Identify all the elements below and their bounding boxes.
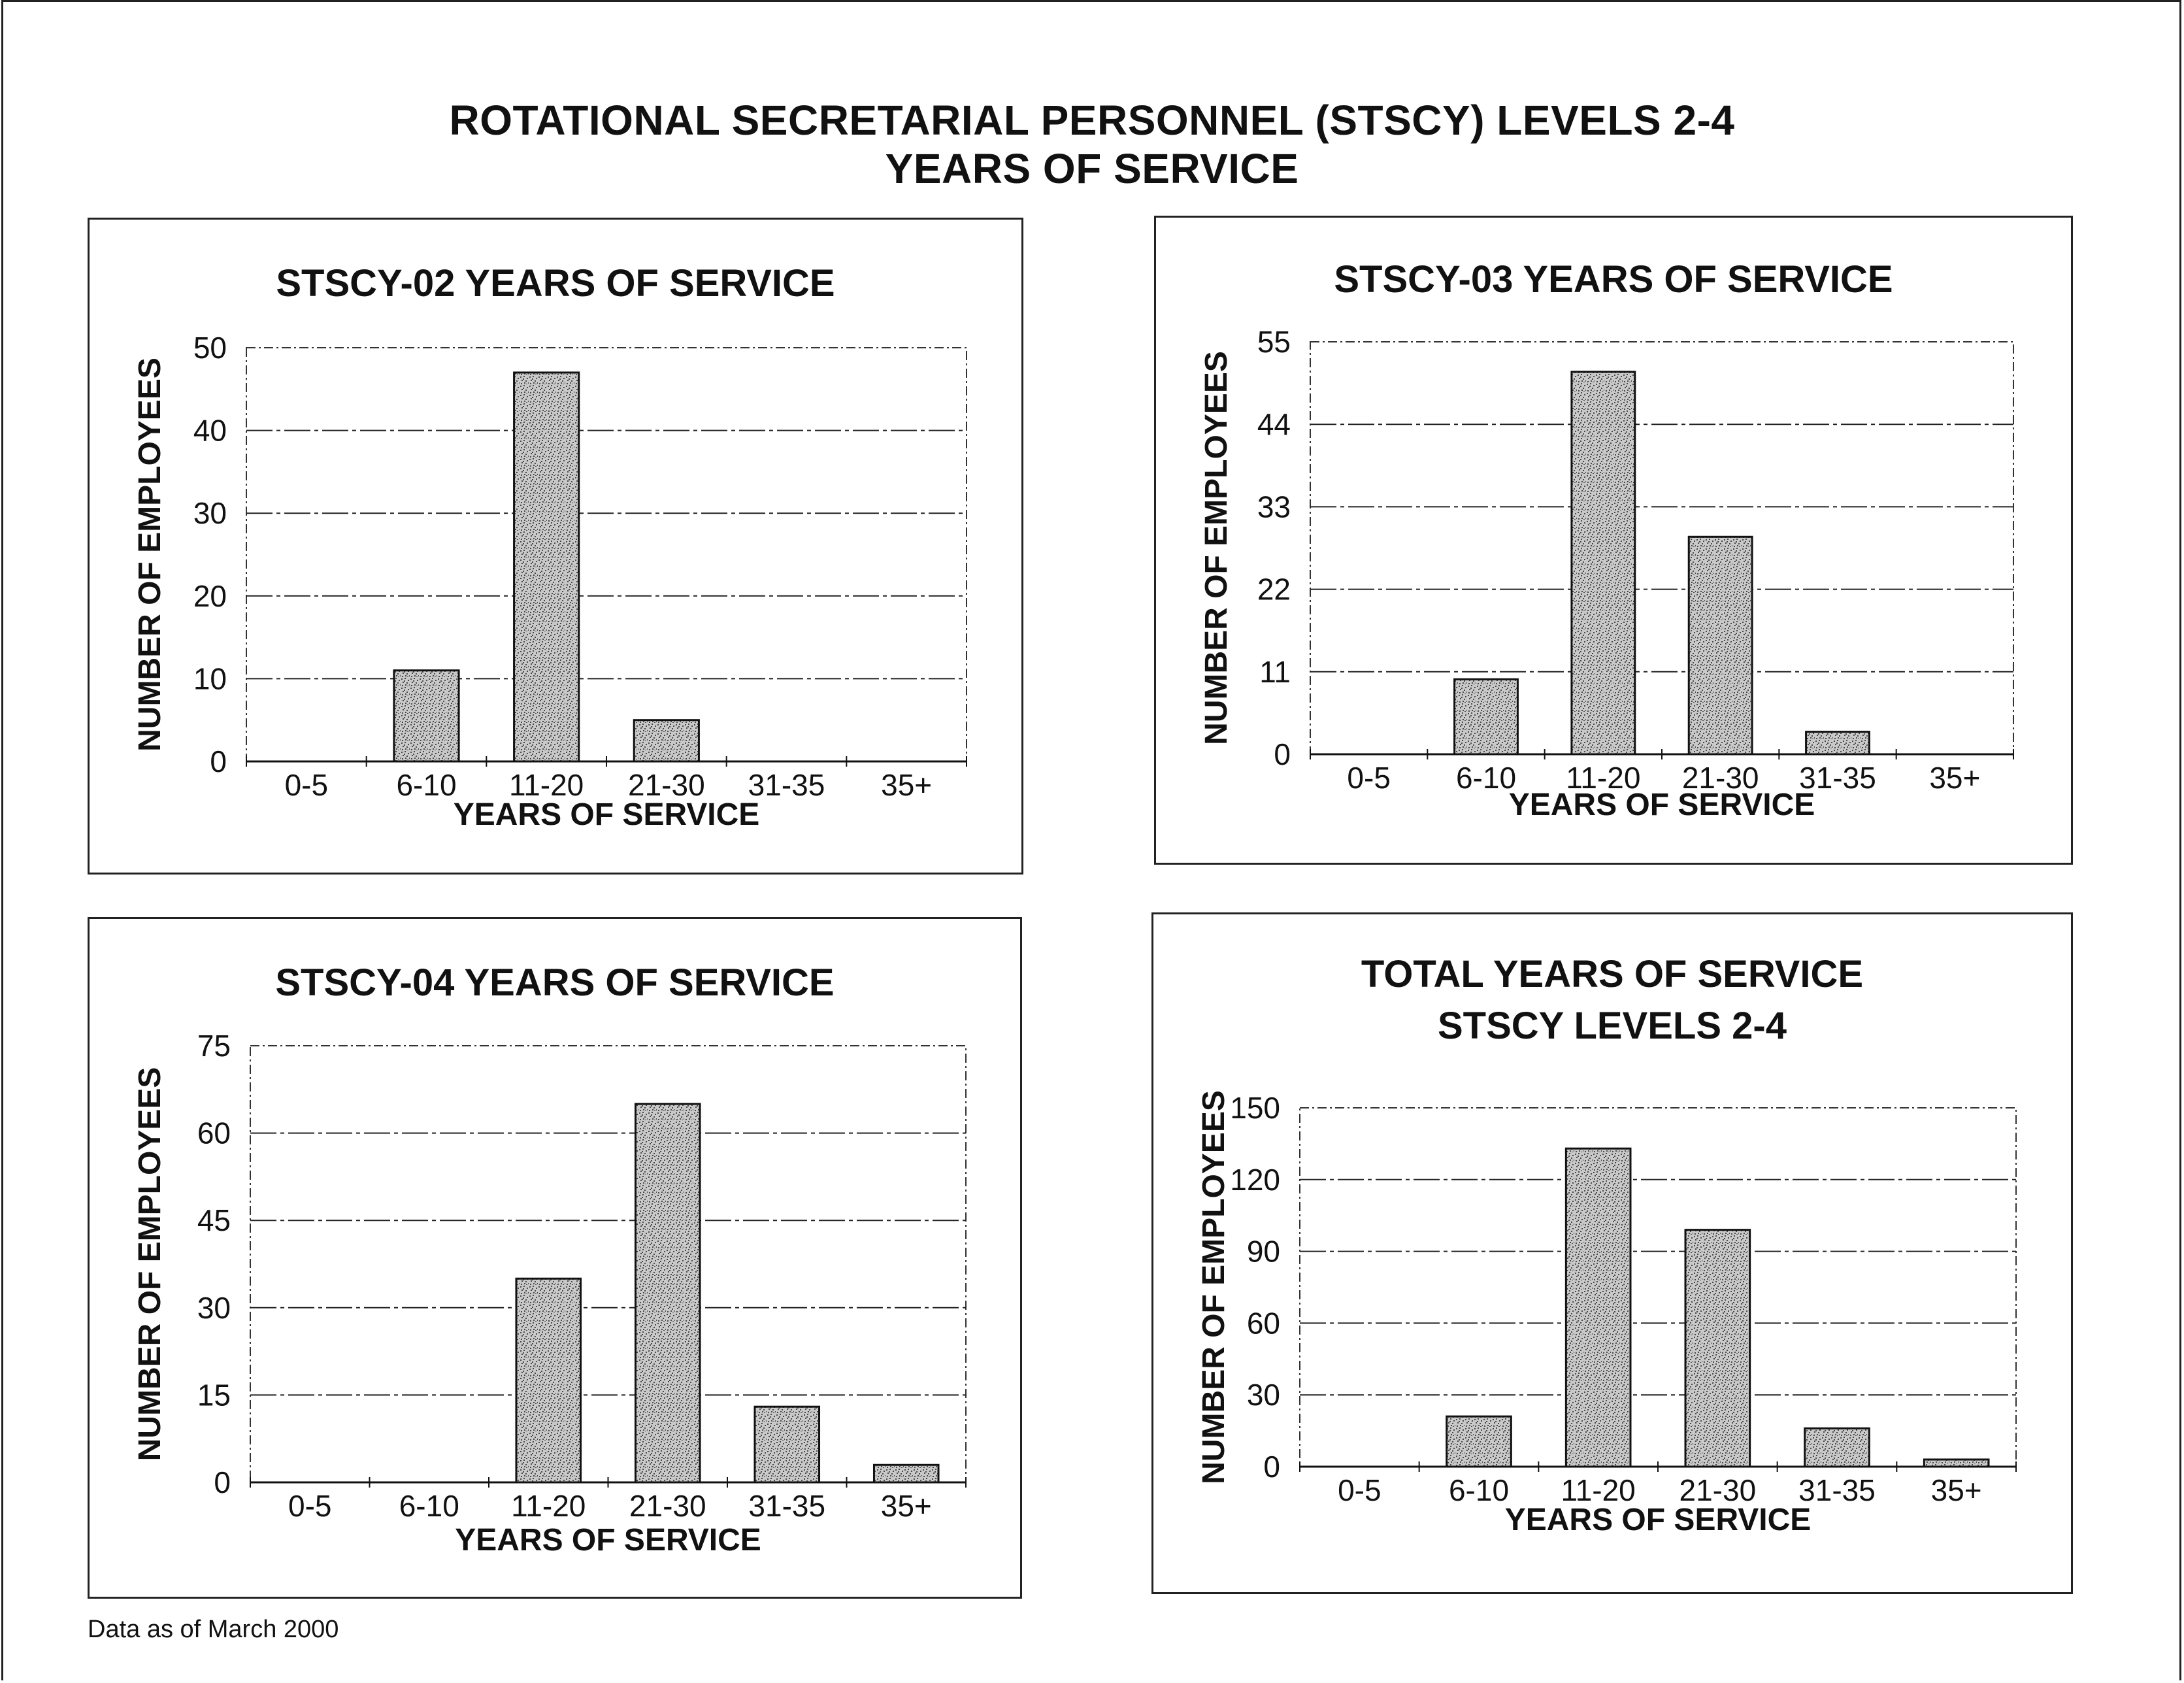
chart-panel-stscy-02: STSCY-02 YEARS OF SERVICE 0 10 20 30 40 50 0-5 6… [88, 218, 1023, 875]
x-axis-title: YEARS OF SERVICE [455, 1523, 761, 1558]
y-tick-label: 20 [193, 579, 227, 613]
y-tick-label: 55 [1257, 325, 1291, 359]
x-tick-label: 0-5 [285, 768, 328, 802]
y-tick-label: 15 [197, 1378, 231, 1412]
y-tick-label: 30 [197, 1291, 231, 1325]
x-tick-label: 21-30 [1679, 1473, 1757, 1507]
bar-21-30 [633, 719, 700, 763]
x-tick-label: 0-5 [1347, 761, 1390, 795]
x-tick-label: 35+ [881, 1489, 932, 1523]
data-date-footnote: Data as of March 2000 [88, 1616, 339, 1643]
y-tick-label: 10 [193, 661, 227, 695]
x-tick-label: 31-35 [748, 768, 825, 802]
chart-title: STSCY LEVELS 2-4 [1438, 1005, 1787, 1047]
x-tick-label: 21-30 [1682, 761, 1759, 795]
x-tick-label: 35+ [1929, 761, 1980, 795]
chart-title: TOTAL YEARS OF SERVICE [1361, 953, 1863, 995]
chart-panel-stscy-04: STSCY-04 YEARS OF SERVICE 0 15 30 45 60 75 0-5 6… [88, 917, 1022, 1599]
y-tick-label: 0 [210, 744, 227, 778]
x-tick-label: 31-35 [748, 1489, 825, 1523]
x-tick-label: 35+ [1931, 1473, 1982, 1507]
x-tick-label: 11-20 [509, 768, 584, 802]
plot-frame [250, 1045, 967, 1483]
page-title-line-1: ROTATIONAL SECRETARIAL PERSONNEL (STSCY)… [449, 97, 1735, 144]
plot-frame [1299, 1107, 2017, 1467]
x-tick-label: 31-35 [1798, 1473, 1876, 1507]
y-axis-title: NUMBER OF EMPLOYEES [1199, 351, 1234, 745]
bar-35+ [1923, 1458, 1990, 1468]
y-tick-label: 60 [197, 1116, 231, 1150]
y-tick-label: 0 [214, 1465, 231, 1499]
bar-6-10 [393, 669, 460, 763]
x-tick-label: 11-20 [1566, 761, 1640, 795]
x-tick-label: 6-10 [399, 1489, 459, 1523]
bar-11-20 [515, 1277, 582, 1484]
plot-frame [246, 347, 967, 762]
y-tick-label: 150 [1230, 1091, 1280, 1125]
y-tick-label: 45 [197, 1203, 231, 1237]
bar-21-30 [1687, 535, 1753, 756]
y-tick-label: 60 [1247, 1306, 1280, 1340]
bar-35+ [872, 1463, 940, 1484]
bar-11-20 [1570, 371, 1636, 756]
x-tick-label: 0-5 [1338, 1473, 1381, 1507]
bar-6-10 [1446, 1415, 1512, 1468]
x-tick-label: 21-30 [628, 768, 705, 802]
bar-21-30 [1684, 1229, 1751, 1468]
chart-panel-total: TOTAL YEARS OF SERVICE STSCY LEVELS 2-4 0 3… [1151, 912, 2073, 1594]
chart-svg: STSCY-04 YEARS OF SERVICE 0 15 30 45 60 75 0-5 6… [133, 961, 967, 1558]
y-tick-label: 120 [1230, 1163, 1280, 1197]
y-tick-label: 22 [1257, 573, 1291, 607]
y-tick-label: 30 [1247, 1378, 1280, 1412]
y-axis-title: NUMBER OF EMPLOYEES [133, 358, 167, 752]
chart-svg: TOTAL YEARS OF SERVICE STSCY LEVELS 2-4 0 3… [1197, 953, 2017, 1537]
x-tick-label: 21-30 [629, 1489, 706, 1523]
x-tick-label: 11-20 [511, 1489, 586, 1523]
y-tick-label: 90 [1247, 1235, 1280, 1269]
bar-31-35 [1805, 731, 1870, 756]
y-tick-label: 11 [1259, 655, 1291, 689]
y-tick-label: 75 [197, 1029, 231, 1063]
x-tick-label: 6-10 [1449, 1473, 1509, 1507]
y-tick-label: 33 [1257, 490, 1291, 524]
x-tick-label: 0-5 [288, 1489, 331, 1523]
bar-21-30 [634, 1103, 701, 1484]
plot-frame [1310, 341, 2014, 755]
chart-title: STSCY-04 YEARS OF SERVICE [275, 961, 834, 1004]
x-tick-label: 6-10 [1456, 761, 1516, 795]
bar-11-20 [513, 371, 580, 763]
x-tick-label: 35+ [881, 768, 932, 802]
chart-svg: STSCY-02 YEARS OF SERVICE 0 10 20 30 40 50 0-5 6… [133, 262, 967, 832]
x-axis-title: YEARS OF SERVICE [1505, 1503, 1812, 1537]
y-tick-label: 30 [193, 496, 227, 530]
bar-6-10 [1453, 678, 1519, 756]
bar-31-35 [1804, 1427, 1870, 1468]
chart-title: STSCY-02 YEARS OF SERVICE [276, 262, 835, 305]
y-tick-label: 44 [1257, 407, 1291, 441]
y-tick-label: 0 [1263, 1450, 1280, 1484]
x-axis-title: YEARS OF SERVICE [454, 797, 760, 832]
chart-svg: STSCY-03 YEARS OF SERVICE 0 11 22 33 44 55 0-5 6… [1199, 258, 2014, 822]
page-title-line-2: YEARS OF SERVICE [885, 145, 1299, 192]
chart-panel-stscy-03: STSCY-03 YEARS OF SERVICE 0 11 22 33 44 55 0-5 6… [1154, 216, 2073, 865]
y-axis-title: NUMBER OF EMPLOYEES [133, 1067, 167, 1461]
x-axis-title: YEARS OF SERVICE [1509, 788, 1815, 822]
y-tick-label: 0 [1274, 737, 1291, 771]
bar-31-35 [753, 1405, 821, 1484]
y-axis-title: NUMBER OF EMPLOYEES [1197, 1090, 1231, 1484]
y-tick-label: 50 [193, 331, 227, 365]
chart-title: STSCY-03 YEARS OF SERVICE [1334, 258, 1893, 301]
x-tick-label: 11-20 [1561, 1473, 1636, 1507]
bar-11-20 [1564, 1147, 1632, 1468]
y-tick-label: 40 [193, 414, 227, 448]
x-tick-label: 6-10 [396, 768, 456, 802]
x-tick-label: 31-35 [1799, 761, 1876, 795]
